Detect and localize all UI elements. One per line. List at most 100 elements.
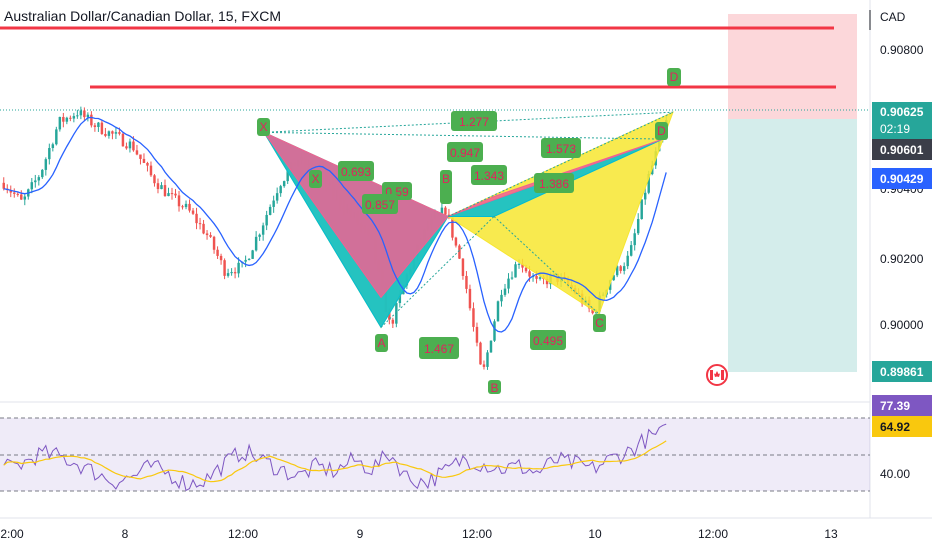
pattern-point-x-inner[interactable]: X (309, 170, 322, 188)
stop-zone[interactable] (728, 14, 857, 119)
ratio-label[interactable]: 1.343 (471, 165, 507, 185)
candle-body (538, 277, 542, 279)
time-tick: 2:00 (0, 527, 24, 541)
svg-text:X: X (259, 120, 267, 134)
candle-body (535, 276, 538, 279)
candle-body (163, 185, 167, 197)
pattern-point-d[interactable]: D (667, 68, 681, 86)
candle-body (23, 196, 27, 200)
candle-body (188, 203, 191, 211)
candle-body (444, 207, 447, 215)
svg-text:0.90429: 0.90429 (880, 172, 924, 186)
time-tick: 12:00 (698, 527, 728, 541)
candle-body (212, 236, 216, 250)
ratio-label[interactable]: 0.495 (530, 330, 566, 350)
candle-body (195, 213, 198, 224)
ratio-label[interactable]: 0.857 (362, 194, 398, 214)
candle-body (500, 294, 503, 302)
candle-body (125, 146, 128, 149)
candle-body (468, 288, 472, 309)
candle-body (160, 185, 163, 190)
candle-body (528, 271, 531, 277)
candle-body (198, 223, 202, 225)
rsi-value-tag (872, 395, 932, 416)
candle-body (398, 294, 402, 304)
candle-body (282, 181, 286, 187)
pattern-point-d-inner[interactable]: D (655, 122, 668, 140)
pattern-bcd-yellow[interactable] (446, 111, 674, 315)
candle-body (489, 340, 493, 353)
ratio-label[interactable]: 1.386 (534, 173, 574, 193)
ratio-label[interactable]: 0.947 (447, 142, 483, 162)
candle-body (174, 193, 177, 196)
ratio-label[interactable]: 0.693 (338, 161, 374, 181)
svg-text:0.89861: 0.89861 (880, 365, 924, 379)
candle-body (37, 177, 41, 181)
candle-body (486, 352, 489, 367)
pattern-point-c[interactable]: C (593, 314, 606, 332)
candle-body (510, 277, 514, 279)
last-price-tag (872, 102, 932, 139)
candle-body (153, 175, 156, 184)
time-axis[interactable]: 2:00 8 12:00 9 12:00 10 12:00 13 (0, 527, 838, 541)
candle-body (272, 200, 275, 207)
pattern-xd-inner-line (263, 131, 664, 140)
ratio-label[interactable]: 1.467 (419, 337, 459, 359)
candle-body (41, 169, 44, 178)
ratio-label[interactable]: 1.277 (451, 111, 497, 131)
candle-body (608, 280, 612, 290)
price-pane[interactable] (0, 0, 870, 400)
candle-body (86, 114, 90, 118)
candle-body (496, 301, 500, 322)
candle-body (44, 159, 48, 170)
svg-text:1.277: 1.277 (459, 115, 489, 129)
svg-text:1.386: 1.386 (539, 177, 569, 191)
candle-body (16, 193, 20, 195)
candle-body (30, 182, 34, 190)
rsi-ma-line (3, 440, 667, 483)
candle-body (216, 249, 219, 256)
candle-body (34, 180, 37, 183)
profit-zone[interactable] (728, 119, 857, 372)
candle-body (458, 245, 461, 259)
candle-body (388, 311, 391, 320)
candle-body (72, 116, 76, 119)
rsi-axis[interactable]: 77.39 64.92 40.00 (872, 395, 932, 481)
candle-body (69, 117, 72, 119)
candle-body (251, 250, 254, 259)
svg-text:D: D (657, 124, 666, 138)
rsi-pane[interactable] (0, 404, 870, 518)
candle-body (451, 217, 454, 238)
candle-body (503, 288, 507, 295)
svg-text:0.90601: 0.90601 (880, 143, 924, 157)
candle-body (209, 235, 212, 237)
candle-body (440, 207, 444, 214)
candle-body (13, 192, 16, 194)
price-tick: 0.90000 (880, 318, 924, 332)
candle-body (83, 110, 86, 118)
time-tick: 12:00 (228, 527, 258, 541)
svg-text:0.495: 0.495 (533, 334, 563, 348)
candle-body (643, 192, 647, 200)
candle-body (191, 210, 195, 214)
candle-body (475, 326, 479, 343)
candle-body (58, 116, 62, 130)
pattern-point-b[interactable]: B (488, 380, 501, 395)
candle-body (128, 141, 132, 149)
pattern-point-a[interactable]: A (375, 334, 388, 352)
candle-body (55, 129, 58, 145)
canada-flag-icon[interactable] (706, 364, 728, 386)
ratio-label[interactable]: 1.573 (541, 138, 581, 158)
candle-body (118, 132, 121, 134)
price-axis[interactable]: CAD 0.90800 0.90400 0.90200 0.90000 0.90… (869, 10, 932, 382)
candle-body (461, 258, 465, 276)
rsi-line (3, 423, 667, 492)
candle-body (184, 203, 188, 208)
pattern-point-b-inner[interactable]: B (440, 170, 452, 204)
svg-text:1.467: 1.467 (424, 342, 454, 356)
candle-body (121, 133, 125, 147)
fib-level-tag (872, 139, 932, 160)
pattern-point-x[interactable]: X (257, 118, 270, 136)
candle-body (230, 272, 233, 274)
